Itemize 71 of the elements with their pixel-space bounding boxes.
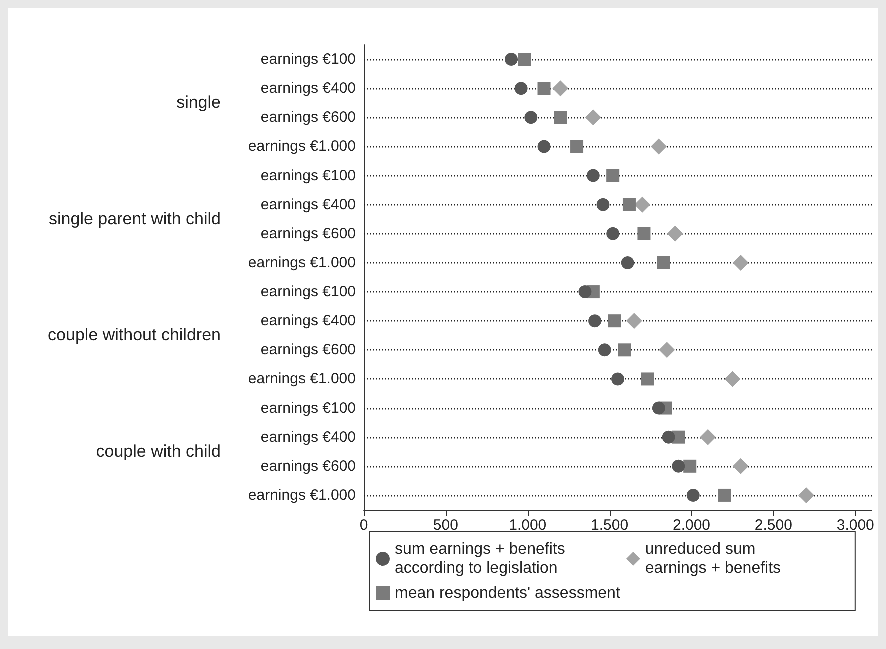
point: [538, 82, 551, 96]
point: [638, 227, 651, 240]
y-tick-label: earnings €1.000: [248, 486, 356, 504]
point: [606, 169, 620, 182]
point: [608, 314, 622, 328]
point: [570, 140, 584, 154]
x-tick-label: 1.000: [509, 517, 547, 534]
legend-label: sum earnings + benefits according to legislation: [395, 541, 566, 577]
y-tick-label: earnings €600: [260, 458, 356, 475]
x-tick-label: 0: [360, 517, 368, 534]
y-tick-label: earnings €600: [260, 109, 356, 126]
point: [596, 198, 610, 212]
point: [588, 314, 602, 328]
point: [700, 429, 716, 446]
x-tick-label: 500: [433, 517, 458, 534]
point: [732, 458, 749, 474]
point: [618, 344, 632, 357]
point: [578, 286, 592, 299]
text: single parent with child: [49, 209, 221, 228]
point: [622, 198, 636, 212]
point: [652, 402, 666, 415]
point: [732, 254, 749, 271]
point: [672, 460, 686, 473]
point: [621, 256, 634, 270]
y-tick-label: earnings €400: [260, 312, 356, 330]
point: [518, 53, 532, 66]
point: [686, 488, 700, 502]
y-tick-label: earnings €1.000: [248, 370, 356, 388]
y-tick-label: earnings €400: [260, 80, 356, 98]
y-tick-label: earnings €400: [260, 196, 356, 214]
point: [662, 430, 676, 444]
y-tick-label: earnings €100: [260, 400, 356, 417]
y-tick-label: earnings €100: [260, 167, 356, 184]
point: [524, 111, 538, 124]
y-tick-label: earnings €600: [260, 342, 356, 359]
y-tick-label: earnings €400: [260, 428, 356, 446]
point: [718, 488, 732, 502]
point: [724, 371, 741, 388]
point: [659, 342, 676, 358]
y-tick-label: earnings €100: [260, 51, 356, 68]
y-tick-label: earnings €100: [260, 284, 356, 301]
y-tick-label: earnings €1.000: [248, 254, 356, 272]
text: single: [176, 93, 221, 112]
point: [626, 313, 642, 330]
y-tick-label: earnings €1.000: [248, 138, 356, 156]
point: [598, 344, 612, 357]
point: [606, 227, 620, 240]
point: [634, 196, 651, 213]
point: [650, 138, 667, 155]
point: [585, 110, 602, 126]
x-tick-label: 2.500: [754, 517, 792, 534]
point: [657, 256, 670, 270]
point: [504, 53, 518, 66]
x-tick-label: 1.500: [591, 517, 629, 534]
point: [667, 226, 684, 242]
point: [684, 460, 697, 473]
point: [640, 372, 654, 386]
point: [514, 82, 528, 96]
point: [612, 372, 624, 386]
text: couple without children: [48, 326, 221, 345]
point: [554, 111, 568, 124]
x-tick-label: 2.000: [672, 517, 711, 534]
point: [538, 140, 551, 154]
text: couple with child: [96, 442, 221, 461]
legend-label: unreduced sum earnings + benefits: [645, 541, 782, 577]
point: [552, 80, 569, 97]
y-tick-label: earnings €600: [260, 225, 356, 242]
point: [586, 169, 600, 182]
x-tick-label: 3.000: [836, 517, 874, 534]
legend-label: mean respondents' assessment: [395, 585, 621, 602]
point: [798, 487, 814, 504]
